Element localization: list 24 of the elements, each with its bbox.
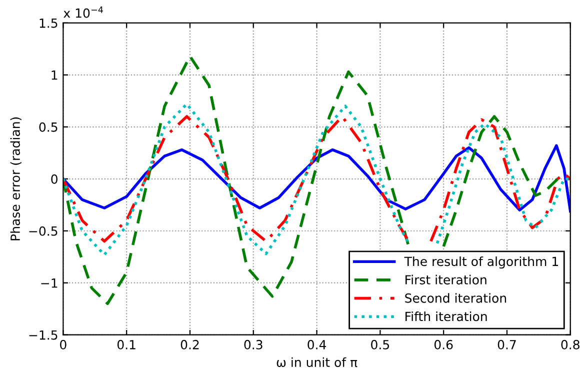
x-tick-label: 0.2: [180, 340, 199, 350]
text: x 10$^{−4}$: [64, 6, 103, 18]
y-tick-label: 1.5: [40, 18, 58, 28]
x-tick-label: 0: [60, 340, 66, 350]
x-tick-label: 0.8: [561, 340, 580, 350]
x-tick-label: 0.4: [308, 340, 326, 350]
y-tick-label: 0: [51, 174, 58, 184]
legend-label: The result of algorithm 1: [404, 256, 558, 269]
x-tick-label: 0.6: [434, 340, 453, 350]
x-tick-label: 0.3: [244, 340, 262, 350]
y-tick-label: 1: [52, 70, 58, 80]
x-tick-label: 0.5: [371, 340, 390, 350]
line-series: [63, 144, 570, 213]
legend-label: First iteration: [406, 274, 486, 284]
x-tick-label: 0.7: [498, 340, 516, 350]
y-axis-title: Phase error (radian): [10, 117, 22, 240]
x-axis-title: ω in unit of π: [276, 357, 358, 368]
y-tick-label: −1.5: [29, 330, 58, 340]
legend-label: Second iteration: [405, 293, 506, 303]
y-tick-label: −1: [41, 278, 58, 288]
y-tick-label: −0.5: [29, 226, 58, 236]
y-tick-label: 0.5: [39, 122, 58, 132]
x-tick-label: 0.1: [117, 340, 136, 350]
legend-label: Fifth iteration: [406, 312, 487, 322]
